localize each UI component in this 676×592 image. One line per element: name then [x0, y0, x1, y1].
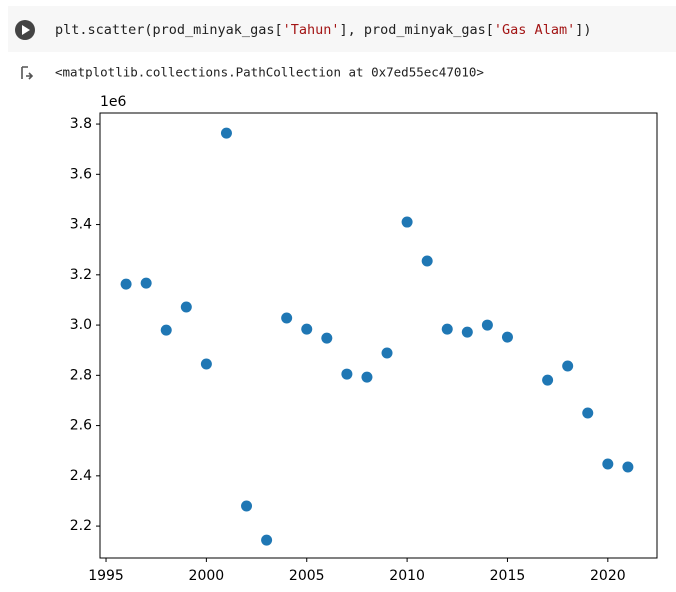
point	[180, 301, 192, 313]
code-token: ], prod_minyak_gas[	[339, 22, 493, 38]
point	[602, 458, 614, 470]
point	[622, 461, 634, 473]
y-tick-label: 2.8	[70, 367, 92, 383]
code-token: ])	[575, 22, 591, 38]
y-tick-label: 2.2	[70, 518, 92, 534]
point	[441, 323, 453, 335]
point	[281, 312, 293, 324]
point	[120, 278, 132, 290]
output-icon	[21, 66, 34, 80]
point	[542, 374, 554, 386]
run-button[interactable]	[15, 20, 35, 40]
point	[582, 407, 594, 419]
code-cell	[8, 6, 676, 52]
y-tick-label: 2.6	[70, 418, 92, 434]
point	[501, 331, 513, 343]
y-tick-label: 3.6	[70, 166, 92, 182]
point	[321, 332, 333, 344]
plot-frame	[99, 112, 658, 559]
code-token: 'Tahun'	[283, 22, 340, 38]
y-tick-label: 3.4	[70, 217, 92, 233]
y-offset-label: 1e6	[100, 94, 127, 110]
x-tick-label: 2020	[590, 568, 626, 584]
point	[301, 323, 313, 335]
point	[200, 358, 212, 370]
y-tick-label: 3.2	[70, 267, 92, 283]
point	[401, 216, 413, 228]
x-tick-label: 1995	[88, 568, 124, 584]
x-tick-label: 2005	[289, 568, 325, 584]
y-tick-label: 3.8	[70, 116, 92, 132]
point	[461, 326, 473, 338]
point	[562, 360, 574, 372]
output-text: <matplotlib.collections.PathCollection a…	[55, 65, 484, 80]
point	[361, 371, 373, 383]
point	[341, 368, 353, 380]
chart: 2.2 2.4 2.6 2.8 3.0 3.2 3.4 3.6 3.8 1995 2000 2005 2…	[70, 94, 658, 584]
y-tick-label: 3.0	[70, 317, 92, 333]
x-tick-label: 2010	[389, 568, 425, 584]
point	[481, 319, 493, 331]
point	[421, 255, 433, 267]
code-line: plt.scatter(prod_minyak_gas['Tahun'], pr…	[55, 22, 591, 38]
point	[140, 277, 152, 289]
point	[160, 324, 172, 336]
y-tick-label: 2.4	[70, 468, 92, 484]
x-tick-label: 2000	[189, 568, 225, 584]
code-token: 'Gas Alam'	[494, 22, 575, 38]
point	[381, 347, 393, 359]
point	[220, 127, 232, 139]
x-tick-label: 2015	[490, 568, 526, 584]
point	[241, 500, 253, 512]
code-token: plt.scatter(prod_minyak_gas[	[55, 22, 283, 38]
point	[261, 534, 273, 546]
